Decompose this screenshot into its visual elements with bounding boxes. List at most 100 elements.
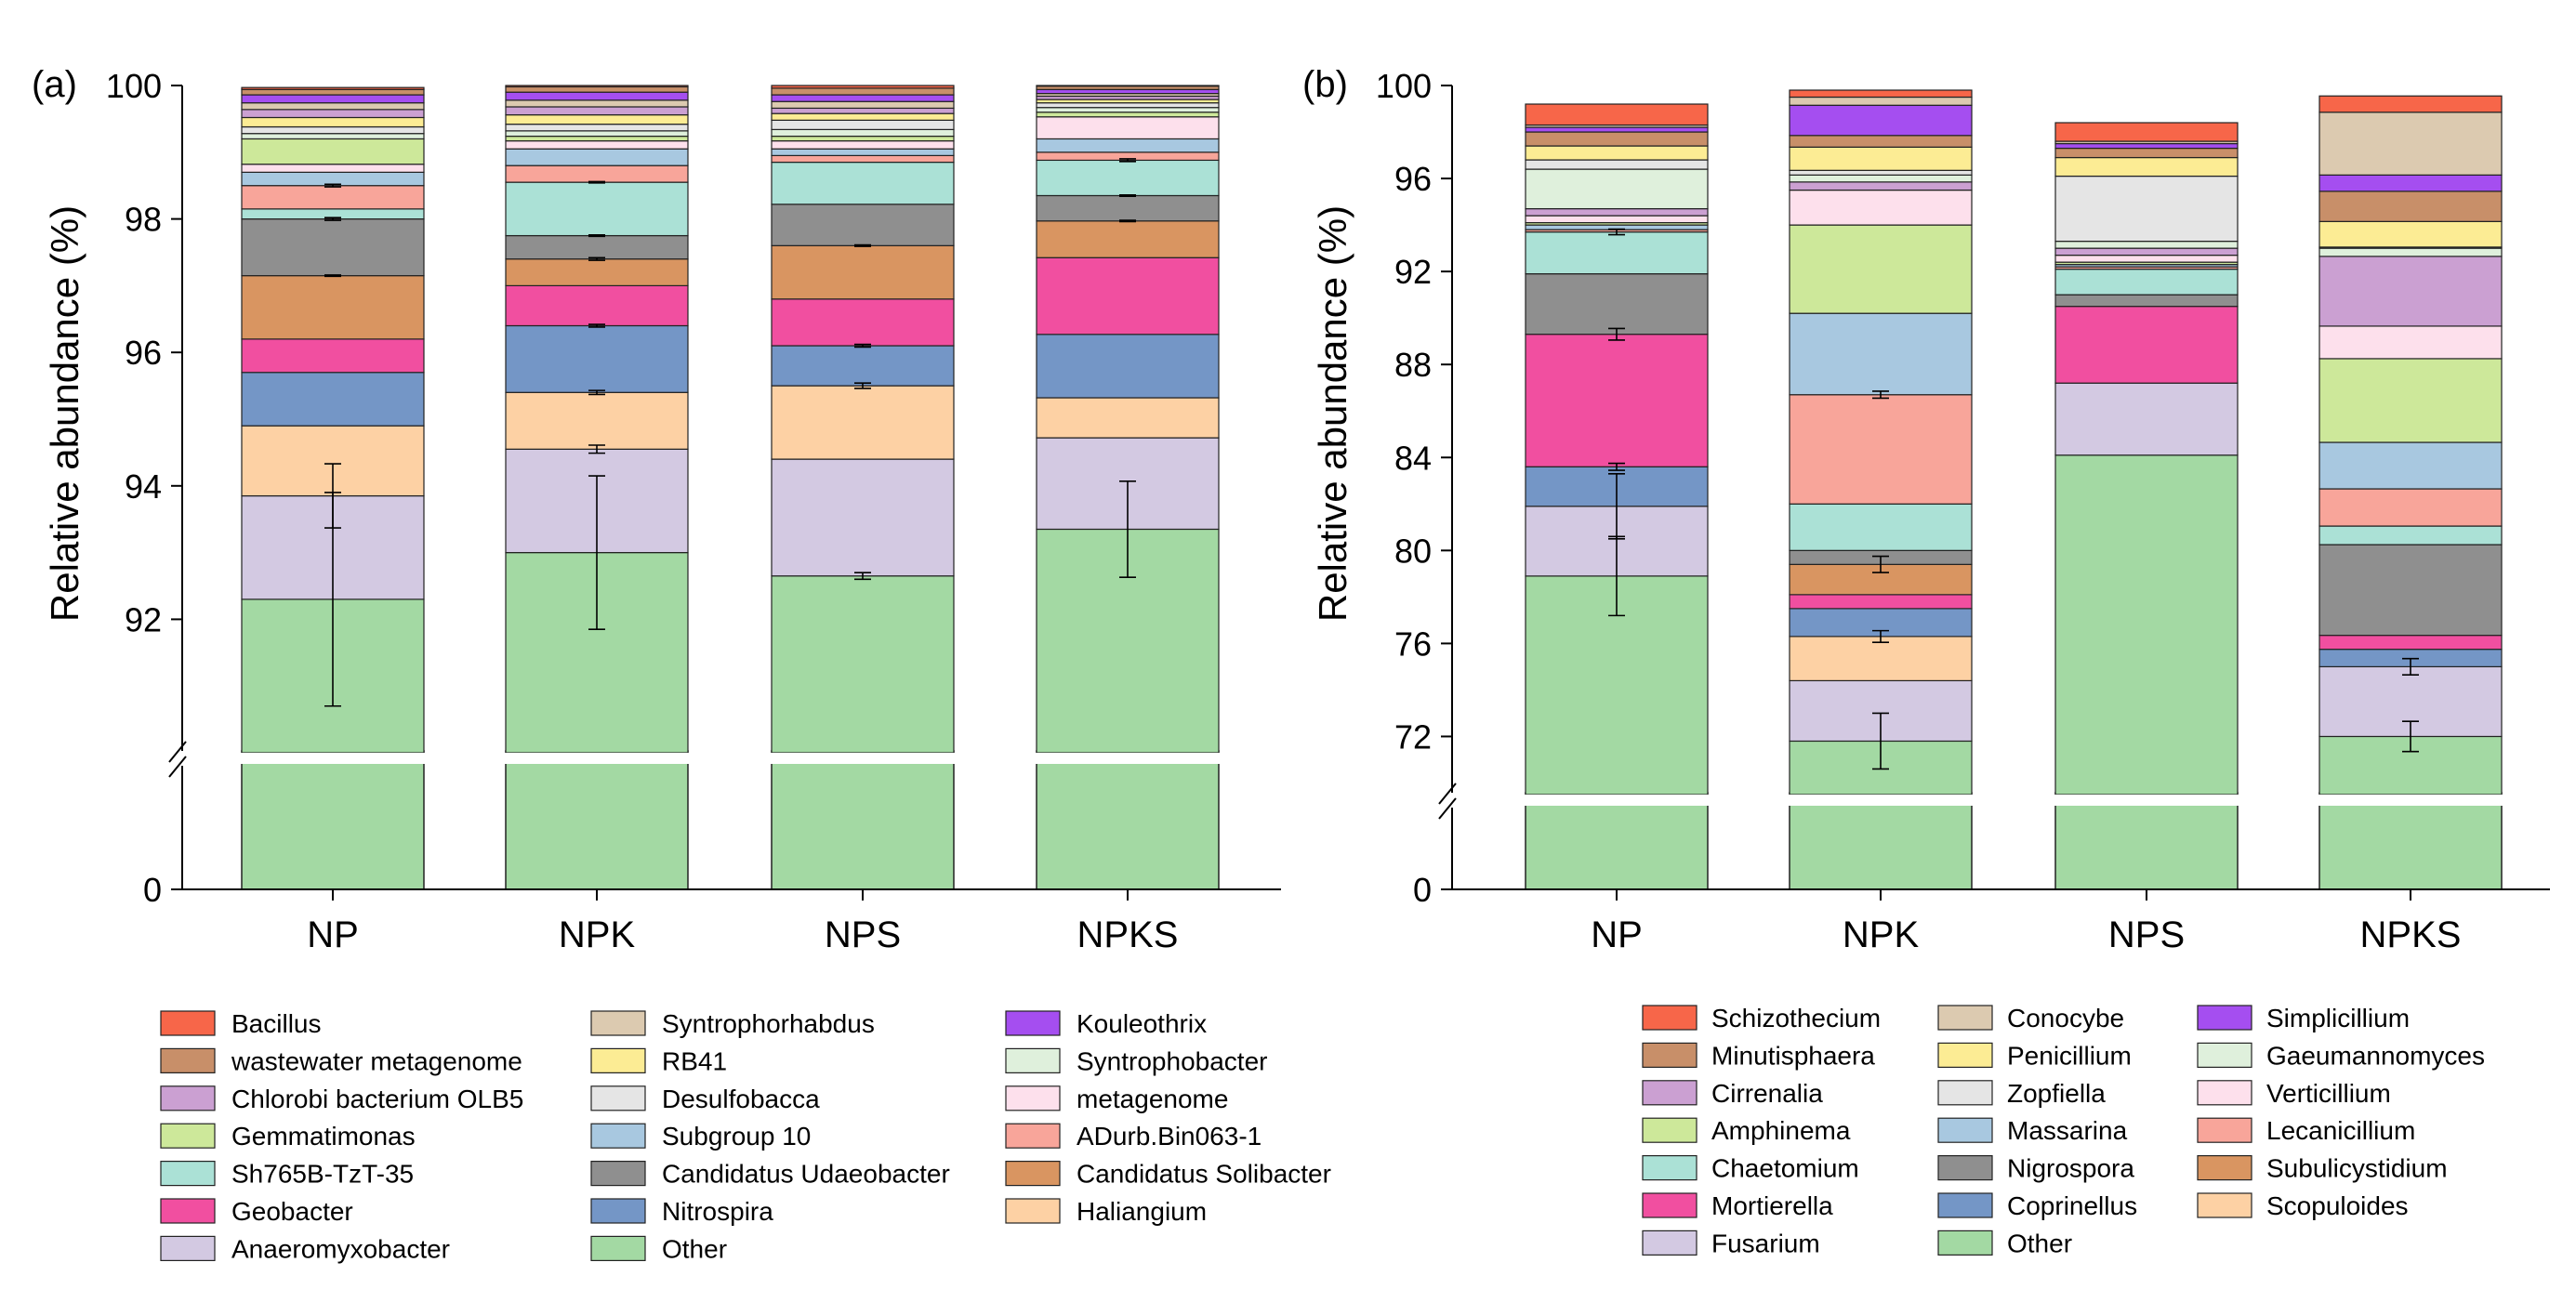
bar-segment-Mortierella bbox=[2318, 635, 2503, 651]
bar-segment-Subgroup-10 bbox=[771, 148, 955, 156]
legend-label: Syntrophorhabdus bbox=[662, 1009, 875, 1038]
panel-a-chart: (a) Relative abundance (%) NP NPK NPS NPKS 92 9… bbox=[32, 64, 1331, 1263]
bar-segment-Chaetomium bbox=[1525, 231, 1709, 275]
legend-swatch bbox=[590, 1047, 646, 1074]
legend-item-Candidatus-Solibacter: Candidatus Solibacter bbox=[1005, 1160, 1331, 1189]
axis-break-mark bbox=[1438, 783, 1457, 820]
error-bar-Anaeromyxobacter bbox=[588, 444, 605, 454]
legend-item-Chlorobi-bacterium-OLB5: Chlorobi bacterium OLB5 bbox=[160, 1085, 523, 1113]
bar-segment-Verticillium bbox=[2054, 255, 2239, 263]
legend-item-Chaetomium: Chaetomium bbox=[1642, 1154, 1859, 1183]
bar-segment-Penicillium bbox=[1525, 145, 1709, 161]
y-tick-label: 76 bbox=[1394, 625, 1432, 663]
bar-segment-Desulfobacca bbox=[505, 124, 689, 132]
legend-item-Zopfiella: Zopfiella bbox=[1937, 1079, 2106, 1108]
x-tick-label-NPK: NPK bbox=[559, 914, 636, 955]
error-bar-Candidatus-Solibacter bbox=[854, 243, 871, 247]
axis-break-band bbox=[145, 753, 1281, 764]
bar-segment-Candidatus-Solibacter bbox=[241, 275, 425, 340]
legend-item-Nigrospora: Nigrospora bbox=[1937, 1154, 2134, 1183]
y-tick-label: 92 bbox=[125, 600, 162, 638]
bar-segment-Kouleothrix bbox=[1036, 88, 1220, 95]
error-bar-Haliangium bbox=[588, 389, 605, 396]
y-tick-label: 88 bbox=[1394, 346, 1432, 384]
bar-segment-Penicillium bbox=[1789, 146, 1973, 171]
bar-segment-Nitrospira bbox=[771, 345, 955, 387]
legend-item-Bacillus: Bacillus bbox=[160, 1009, 321, 1038]
bar-segment-Syntrophorhabdus bbox=[505, 99, 689, 108]
y-tick-label: 96 bbox=[125, 334, 162, 372]
bar-segment-Haliangium bbox=[1036, 397, 1220, 439]
error-bar-Nitrospira bbox=[588, 323, 605, 328]
panel-label: (b) bbox=[1302, 64, 1348, 105]
legend-item-Coprinellus: Coprinellus bbox=[1937, 1191, 2137, 1220]
bar-segment-Cirrenalia bbox=[2318, 256, 2503, 327]
error-bar-Lecanicillium bbox=[1872, 390, 1889, 400]
bar-segment-ADurb.Bin063-1 bbox=[241, 185, 425, 210]
legend-swatch bbox=[1937, 1042, 1993, 1069]
legend-swatch bbox=[2197, 1154, 2252, 1181]
bar-segment-Syntrophorhabdus bbox=[241, 102, 425, 111]
y-tick-label: 84 bbox=[1394, 439, 1432, 477]
bar-segment-Gaeumannomyces bbox=[2318, 247, 2503, 257]
bar-stack-NPS bbox=[771, 85, 955, 890]
legend-swatch bbox=[1642, 1005, 1698, 1031]
bar-segment-metagenome bbox=[241, 164, 425, 173]
legend-swatch bbox=[2197, 1117, 2252, 1143]
bar-segment-ADurb.Bin063-1 bbox=[771, 154, 955, 164]
legend-item-Syntrophorhabdus: Syntrophorhabdus bbox=[590, 1009, 875, 1038]
bar-segment-Sh765B-TzT-35 bbox=[505, 181, 689, 237]
bar-segment-Penicillium bbox=[2318, 220, 2503, 248]
y-axis-label: Relative abundance (%) bbox=[43, 205, 86, 622]
bar-segment-Geobacter bbox=[771, 298, 955, 347]
bar-segment-Penicillium bbox=[2054, 156, 2239, 178]
bar-segment-Gaeumannomyces bbox=[2054, 241, 2239, 249]
error-bar-Haliangium bbox=[854, 382, 871, 389]
legend-label: Haliangium bbox=[1077, 1197, 1207, 1226]
legend-label: ADurb.Bin063-1 bbox=[1077, 1122, 1262, 1151]
legend-swatch bbox=[590, 1198, 646, 1224]
legend-label: Candidatus Solibacter bbox=[1077, 1160, 1331, 1189]
bar-segment-Other-lower bbox=[2318, 792, 2503, 890]
bar-segment-Candidatus-Udaeobacter bbox=[241, 218, 425, 277]
bar-segment-Syntrophobacter bbox=[771, 128, 955, 138]
legend-item-ADurb.Bin063-1: ADurb.Bin063-1 bbox=[1005, 1122, 1262, 1151]
y-tick-label: 92 bbox=[1394, 253, 1432, 291]
error-bar-Candidatus-Solibacter bbox=[324, 274, 341, 278]
bar-segment-Syntrophobacter bbox=[505, 130, 689, 138]
legend-item-Gaeumannomyces: Gaeumannomyces bbox=[2197, 1041, 2485, 1070]
legend-label: Zopfiella bbox=[2007, 1079, 2106, 1108]
bar-segment-Bacillus bbox=[771, 85, 955, 89]
bar-segment-Mortierella bbox=[1789, 594, 1973, 610]
legend-swatch bbox=[590, 1123, 646, 1149]
error-bar-Fusarium bbox=[1608, 472, 1625, 540]
bar-segment-Mortierella bbox=[1525, 334, 1709, 467]
legend-label: Anaeromyxobacter bbox=[231, 1234, 450, 1263]
bar-segment-metagenome bbox=[771, 139, 955, 150]
legend-swatch bbox=[1642, 1230, 1698, 1256]
legend-label: metagenome bbox=[1077, 1085, 1228, 1113]
bar-segment-Minutisphaera bbox=[1525, 131, 1709, 147]
bar-segment-metagenome bbox=[1036, 116, 1220, 140]
bar-segment-Cirrenalia bbox=[1789, 181, 1973, 191]
legend-item-Subulicystidium: Subulicystidium bbox=[2197, 1154, 2448, 1183]
legend-item-Other: Other bbox=[590, 1234, 727, 1263]
legend-item-Fusarium: Fusarium bbox=[1642, 1229, 1820, 1257]
legend-label: Coprinellus bbox=[2007, 1191, 2137, 1220]
bar-segment-Amphinema bbox=[2318, 358, 2503, 443]
legend-swatch bbox=[1642, 1042, 1698, 1069]
legend: Schizothecium Minutisphaera Cirrenalia Amph… bbox=[1642, 1004, 2485, 1257]
legend-label: Subgroup 10 bbox=[662, 1122, 811, 1151]
bar-segment-RB41 bbox=[771, 112, 955, 121]
bar-segment-Chlorobi-bacterium-OLB5 bbox=[241, 109, 425, 119]
legend-swatch bbox=[160, 1047, 216, 1074]
y-tick-label: 96 bbox=[1394, 160, 1432, 198]
bar-stack-NPS bbox=[2054, 122, 2239, 890]
bar-segment-Gaeumannomyces bbox=[1789, 174, 1973, 183]
error-bar-Anaeromyxobacter bbox=[324, 463, 341, 529]
legend: Bacillus wastewater metagenome Chlorobi ba… bbox=[160, 1009, 1331, 1263]
bar-segment-Geobacter bbox=[505, 284, 689, 327]
bar-segment-Other bbox=[2054, 454, 2239, 796]
bar-segment-Other-lower bbox=[1525, 792, 1709, 890]
x-tick-label-NPKS: NPKS bbox=[1077, 914, 1179, 955]
